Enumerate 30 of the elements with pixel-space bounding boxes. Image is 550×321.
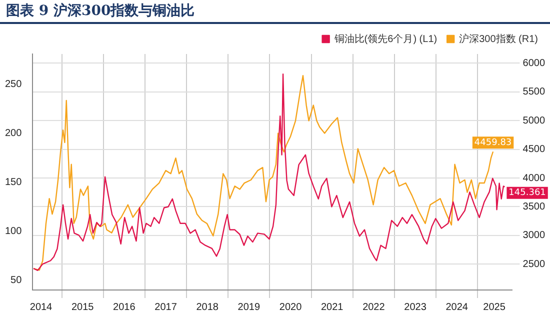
y-tick-label: 150 — [4, 177, 22, 188]
chart-title: 图表 9 沪深300指数与铜油比 — [0, 0, 550, 24]
x-tick-label: 2016 — [113, 302, 136, 313]
data-label: 145.361 — [508, 188, 546, 198]
y2-tick-label: 3500 — [522, 201, 546, 212]
legend-label: 沪深300指数 (R1) — [459, 32, 538, 45]
y2-tick-label: 2500 — [522, 258, 546, 270]
y2-tick-label: 4500 — [522, 144, 546, 156]
x-tick-label: 2021 — [320, 302, 344, 313]
y2-tick-label: 6000 — [522, 58, 546, 69]
y2-tick-label: 5500 — [522, 86, 546, 98]
x-tick-label: 2020 — [279, 302, 302, 313]
y2-tick-label: 3000 — [522, 230, 546, 242]
x-tick-label: 2018 — [196, 302, 219, 313]
y-tick-label: 50 — [10, 274, 22, 286]
y2-tick-label: 5000 — [522, 115, 546, 126]
x-tick-label: 2023 — [404, 302, 427, 313]
y-tick-label: 250 — [4, 79, 22, 90]
x-tick-label: 2019 — [238, 302, 260, 313]
y2-tick-label: 4000 — [522, 172, 546, 184]
x-tick-label: 2022 — [362, 302, 386, 313]
y-tick-label: 200 — [4, 128, 22, 140]
x-tick-label: 2014 — [30, 302, 53, 313]
x-tick-label: 2015 — [71, 302, 94, 313]
y-tick-label: 100 — [4, 226, 22, 237]
data-label: 4459.83 — [474, 138, 512, 148]
legend-label: 铜油比(领先6个月) (L1) — [333, 32, 438, 45]
x-tick-label: 2025 — [483, 302, 506, 313]
x-tick-label: 2017 — [154, 302, 178, 313]
x-tick-label: 2024 — [446, 302, 468, 313]
